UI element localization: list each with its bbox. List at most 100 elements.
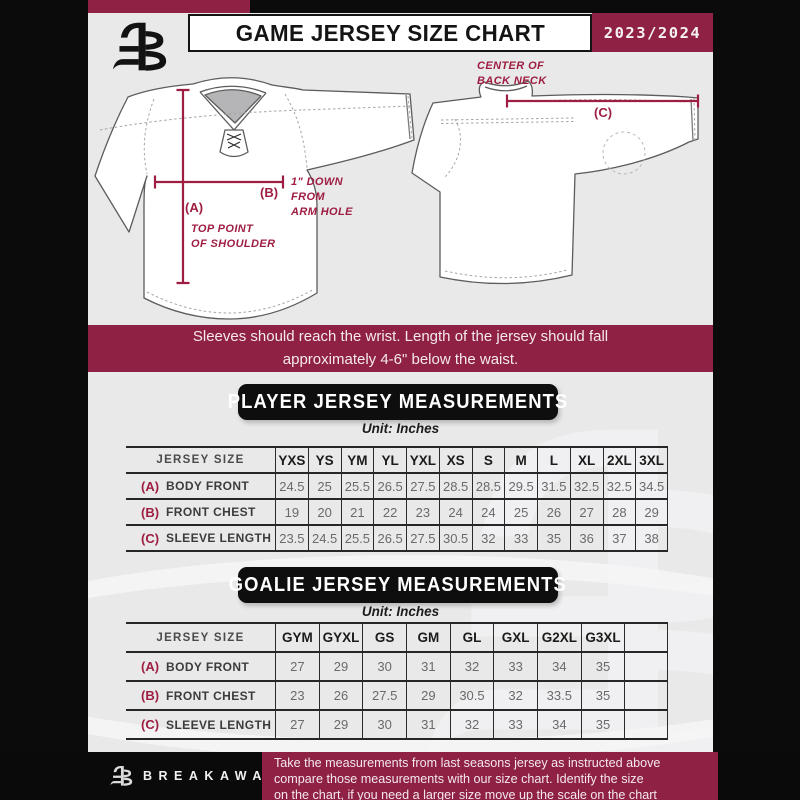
value-cell	[624, 682, 668, 711]
value-cell: 32.5	[602, 474, 636, 500]
value-cell: 34	[537, 653, 581, 682]
value-cell: 30	[362, 653, 406, 682]
value-cell: 38	[635, 526, 668, 552]
value-cell: 27	[275, 711, 319, 740]
value-cell: 31	[406, 653, 450, 682]
column-header: G2XL	[537, 624, 581, 653]
column-header: GYM	[275, 624, 319, 653]
column-header	[624, 624, 668, 653]
goalie-section-title-text: GOALIE JERSEY MEASUREMENTS	[228, 573, 568, 596]
value-cell: 27	[275, 653, 319, 682]
row-header: (A) BODY FRONT	[126, 474, 275, 500]
value-cell: 30.5	[438, 526, 472, 552]
value-cell: 32	[449, 653, 494, 682]
value-cell: 33	[493, 711, 537, 740]
measure-letter: (B)	[141, 504, 160, 520]
column-header: GL	[449, 624, 494, 653]
size-header-cell: JERSEY SIZE	[126, 448, 275, 474]
value-cell: 23	[406, 500, 439, 526]
value-cell: 26	[318, 682, 363, 711]
season-label: 2023/2024	[603, 23, 702, 42]
measure-a-key: (A)	[185, 200, 204, 215]
value-cell: 22	[373, 500, 406, 526]
value-cell: 26	[537, 500, 570, 526]
value-cell	[624, 711, 668, 740]
measure-label: FRONT CHEST	[166, 505, 256, 519]
column-header: YM	[340, 448, 374, 474]
measure-label: BODY FRONT	[166, 479, 250, 493]
measure-label: SLEEVE LENGTH	[166, 531, 272, 545]
value-cell: 24.5	[307, 526, 341, 552]
value-cell: 21	[340, 500, 374, 526]
value-cell: 26.5	[373, 474, 406, 500]
column-header: L	[537, 448, 570, 474]
measure-letter: (A)	[141, 659, 160, 674]
top-accent-bar	[88, 0, 250, 13]
row-header: (B) FRONT CHEST	[126, 500, 275, 526]
value-cell: 35	[537, 526, 570, 552]
value-cell: 32	[449, 711, 494, 740]
measure-c-key: (C)	[594, 105, 613, 120]
measure-letter: (A)	[141, 478, 160, 494]
goalie-unit-label: Unit: Inches	[361, 604, 440, 619]
measurement-line-a	[176, 88, 190, 285]
title-bar: GAME JERSEY SIZE CHART	[188, 14, 592, 52]
column-header: S	[471, 448, 505, 474]
value-cell: 34	[537, 711, 581, 740]
measure-a-note: TOP POINT OF SHOULDER	[191, 223, 276, 250]
value-cell: 23	[275, 682, 319, 711]
value-cell: 25.5	[340, 526, 374, 552]
player-section-title: PLAYER JERSEY MEASUREMENTS	[228, 384, 567, 420]
row-header: (A) BODY FRONT	[126, 653, 275, 682]
value-cell: 28	[602, 500, 636, 526]
row-header: (C) SLEEVE LENGTH	[126, 711, 275, 740]
front-jersey-diagram	[94, 77, 415, 320]
breakaway-logo-icon	[112, 22, 167, 71]
back-jersey-diagram	[411, 80, 699, 285]
value-cell: 31	[406, 711, 450, 740]
goalie-section-title: GOALIE JERSEY MEASUREMENTS	[229, 567, 566, 603]
footer-brand: BREAKAWAY	[110, 752, 282, 800]
column-header: GYXL	[318, 624, 363, 653]
column-header: GM	[406, 624, 450, 653]
value-cell: 28.5	[438, 474, 472, 500]
value-cell: 24	[471, 500, 505, 526]
value-cell: 27	[569, 500, 603, 526]
value-cell: 30.5	[449, 682, 494, 711]
fit-note-banner: Sleeves should reach the wrist. Length o…	[88, 325, 713, 372]
value-cell: 29	[318, 653, 363, 682]
size-chart-page: (A) TOP POINT OF SHOULDER (B) 1" DOWN FR…	[88, 13, 713, 752]
footer-brand-wordmark: BREAKAWAY	[143, 769, 282, 783]
goalie-measurements-table: JERSEY SIZE GYM GYXL GS GM GL GXL G2XL G3XL (A) BO…	[126, 622, 668, 740]
player-section-title-text: PLAYER JERSEY MEASUREMENTS	[227, 390, 569, 413]
measure-letter: (B)	[141, 688, 160, 703]
value-cell: 33	[493, 653, 537, 682]
value-cell: 28.5	[471, 474, 505, 500]
value-cell: 33	[504, 526, 537, 552]
measure-letter: (C)	[141, 530, 160, 546]
value-cell: 29.5	[504, 474, 537, 500]
value-cell: 23.5	[275, 526, 308, 552]
value-cell: 19	[275, 500, 308, 526]
measure-b-key: (B)	[260, 185, 279, 200]
column-header: M	[504, 448, 537, 474]
page-title: GAME JERSEY SIZE CHART	[235, 19, 545, 46]
measure-label: BODY FRONT	[166, 659, 250, 674]
value-cell: 20	[307, 500, 341, 526]
value-cell: 35	[580, 682, 625, 711]
column-header: GS	[362, 624, 406, 653]
measure-c-note: CENTER OF BACK NECK	[477, 60, 547, 87]
column-header: XS	[438, 448, 472, 474]
value-cell: 27.5	[406, 526, 439, 552]
player-unit-label: Unit: Inches	[361, 421, 440, 436]
value-cell: 35	[580, 711, 625, 740]
value-cell: 29	[635, 500, 668, 526]
value-cell: 32.5	[569, 474, 603, 500]
value-cell: 36	[569, 526, 603, 552]
value-cell: 24	[438, 500, 472, 526]
column-header: 3XL	[635, 448, 668, 474]
column-header: YL	[373, 448, 406, 474]
value-cell: 27.5	[362, 682, 406, 711]
value-cell: 25	[307, 474, 341, 500]
